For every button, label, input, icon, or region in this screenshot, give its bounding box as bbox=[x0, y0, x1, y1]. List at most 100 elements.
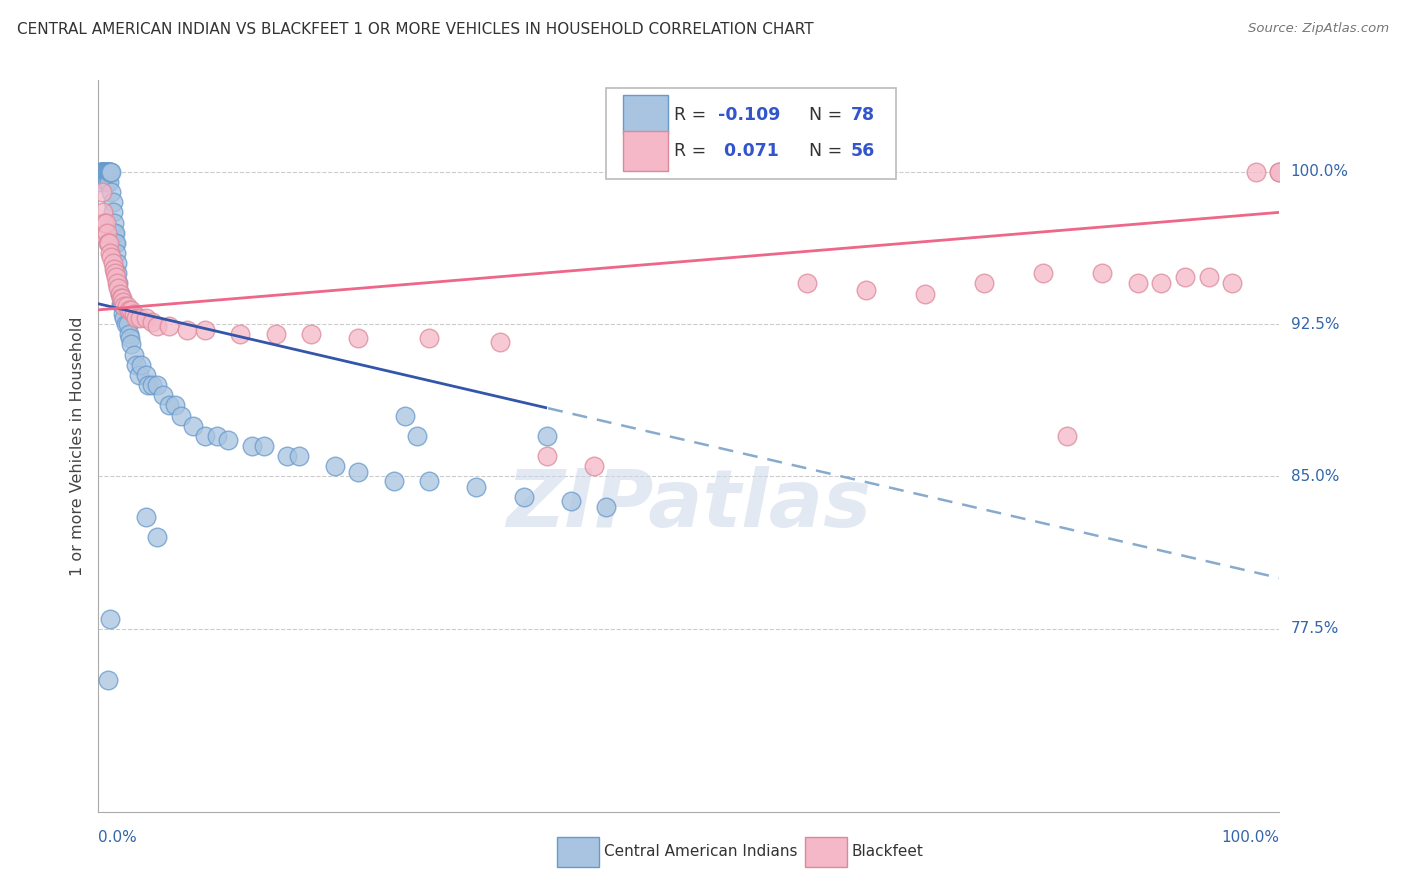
Point bbox=[110, 291, 132, 305]
Text: 77.5%: 77.5% bbox=[1291, 622, 1339, 636]
Point bbox=[536, 449, 558, 463]
Point bbox=[101, 195, 124, 210]
Point bbox=[91, 185, 114, 199]
Point bbox=[96, 164, 118, 178]
Point bbox=[103, 262, 125, 277]
Text: 78: 78 bbox=[851, 105, 875, 124]
Point bbox=[141, 378, 163, 392]
Point bbox=[240, 439, 263, 453]
Point bbox=[94, 164, 117, 178]
Point bbox=[100, 250, 122, 264]
FancyBboxPatch shape bbox=[606, 87, 896, 179]
Text: R =: R = bbox=[673, 142, 711, 161]
Point bbox=[512, 490, 534, 504]
Point bbox=[103, 215, 125, 229]
Point bbox=[181, 418, 204, 433]
Point bbox=[100, 164, 122, 178]
Point bbox=[98, 164, 121, 178]
Point bbox=[105, 277, 128, 291]
Point bbox=[128, 368, 150, 382]
Point bbox=[136, 378, 159, 392]
Point bbox=[1244, 164, 1267, 178]
Point bbox=[107, 280, 129, 294]
Point bbox=[114, 317, 136, 331]
Point bbox=[382, 474, 405, 488]
Point bbox=[94, 164, 117, 178]
Point bbox=[93, 215, 115, 229]
Point bbox=[1268, 164, 1291, 178]
Text: -0.109: -0.109 bbox=[718, 105, 780, 124]
Point bbox=[90, 226, 112, 240]
Point bbox=[93, 164, 115, 178]
Point bbox=[146, 319, 169, 334]
Point bbox=[110, 297, 132, 311]
Point bbox=[406, 429, 429, 443]
Point bbox=[98, 164, 121, 178]
Point bbox=[973, 277, 995, 291]
FancyBboxPatch shape bbox=[557, 838, 599, 867]
Point bbox=[489, 335, 512, 350]
Point bbox=[105, 266, 128, 280]
Point bbox=[1126, 277, 1149, 291]
Text: 92.5%: 92.5% bbox=[1291, 317, 1339, 332]
Point bbox=[194, 429, 217, 443]
Point bbox=[176, 323, 198, 337]
Point bbox=[107, 277, 129, 291]
Point bbox=[1056, 429, 1078, 443]
Point bbox=[1032, 266, 1054, 280]
Text: R =: R = bbox=[673, 105, 711, 124]
Point bbox=[536, 429, 558, 443]
Point bbox=[347, 331, 370, 345]
Point bbox=[103, 226, 125, 240]
Text: N =: N = bbox=[797, 142, 848, 161]
Y-axis label: 1 or more Vehicles in Household: 1 or more Vehicles in Household bbox=[69, 317, 84, 575]
Point bbox=[97, 164, 120, 178]
Point bbox=[276, 449, 298, 463]
Point bbox=[141, 315, 163, 329]
Point bbox=[288, 449, 311, 463]
Point bbox=[465, 480, 488, 494]
Point bbox=[94, 215, 117, 229]
Point bbox=[595, 500, 617, 514]
Point bbox=[194, 323, 217, 337]
Text: ZIPatlas: ZIPatlas bbox=[506, 466, 872, 543]
Point bbox=[560, 494, 582, 508]
Text: N =: N = bbox=[797, 105, 848, 124]
Point bbox=[1220, 277, 1243, 291]
Point bbox=[129, 358, 152, 372]
Point bbox=[122, 347, 145, 362]
Point bbox=[1268, 164, 1291, 178]
Point bbox=[112, 299, 135, 313]
FancyBboxPatch shape bbox=[623, 95, 668, 135]
Point bbox=[98, 175, 121, 189]
Point bbox=[796, 277, 818, 291]
Point bbox=[98, 246, 121, 260]
Point bbox=[125, 311, 148, 326]
Point bbox=[1198, 270, 1220, 285]
Text: 56: 56 bbox=[851, 142, 875, 161]
Point bbox=[93, 164, 115, 178]
Point bbox=[118, 302, 141, 317]
Point bbox=[112, 307, 135, 321]
Point bbox=[229, 327, 252, 342]
Point bbox=[264, 327, 287, 342]
Point bbox=[104, 266, 127, 280]
Point bbox=[914, 286, 936, 301]
Point bbox=[98, 612, 121, 626]
Text: Source: ZipAtlas.com: Source: ZipAtlas.com bbox=[1249, 22, 1389, 36]
Point bbox=[323, 459, 346, 474]
Point bbox=[157, 398, 180, 412]
Point bbox=[112, 311, 135, 326]
Point bbox=[170, 409, 193, 423]
Point bbox=[91, 164, 114, 178]
Text: 100.0%: 100.0% bbox=[1222, 830, 1279, 845]
Point bbox=[217, 433, 239, 447]
Point bbox=[855, 283, 877, 297]
Point bbox=[418, 474, 440, 488]
Point bbox=[91, 164, 114, 178]
Point bbox=[1150, 277, 1173, 291]
Point bbox=[583, 459, 606, 474]
Point bbox=[253, 439, 276, 453]
Point bbox=[98, 164, 121, 178]
Point bbox=[347, 466, 370, 480]
